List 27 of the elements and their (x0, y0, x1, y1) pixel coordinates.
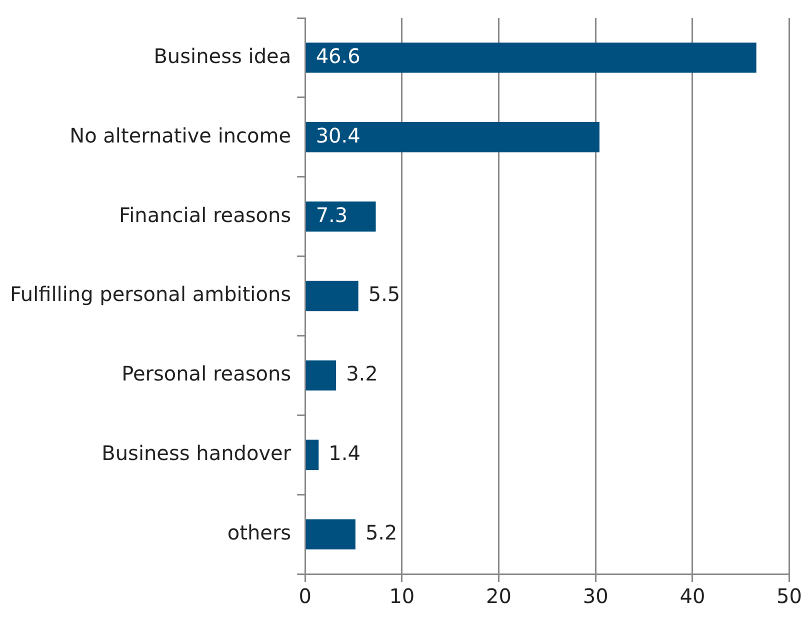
data-label: 5.2 (365, 520, 398, 544)
data-label: 5.5 (368, 282, 400, 306)
bar (306, 122, 600, 152)
data-label: 46.6 (316, 44, 360, 68)
data-label: 30.4 (316, 123, 360, 148)
y-tick-label: Business handover (102, 441, 292, 466)
y-tick-label: Business idea (154, 44, 292, 68)
y-tick-label: Personal reasons (122, 362, 292, 386)
x-tick-label: 0 (298, 584, 312, 608)
x-tick-label: 20 (486, 584, 512, 608)
x-tick-label: 30 (582, 584, 608, 608)
bar (306, 519, 356, 550)
x-tick-label: 40 (680, 584, 706, 608)
bar (306, 440, 319, 470)
bar (306, 42, 756, 73)
data-label: 1.4 (328, 441, 360, 466)
bar (306, 360, 336, 391)
y-tick-label: others (227, 520, 292, 544)
y-tick-label: Financial reasons (119, 202, 292, 227)
y-tick-label: Fulfilling personal ambitions (10, 282, 292, 306)
data-label: 3.2 (346, 362, 378, 386)
x-tick-label: 10 (389, 584, 415, 608)
x-tick-label: 50 (776, 584, 802, 608)
y-tick-label: No alternative income (70, 123, 292, 148)
data-label: 7.3 (316, 202, 348, 227)
bar (306, 280, 358, 312)
bar (306, 201, 376, 232)
